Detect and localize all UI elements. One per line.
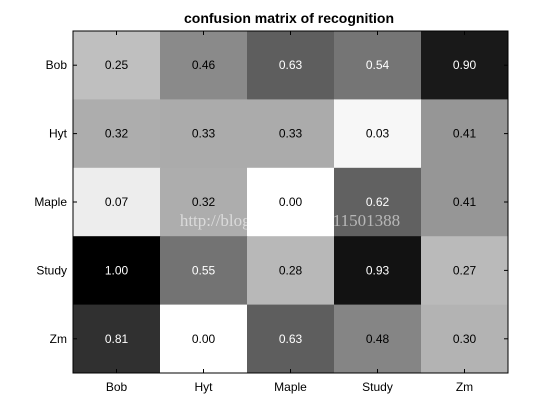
- cell-value-label: 0.33: [192, 127, 216, 141]
- y-axis-ticks: [73, 64, 508, 340]
- cell-value-label: 0.27: [453, 263, 477, 277]
- heatmap-cell: [73, 304, 161, 374]
- heatmap-cell: [160, 304, 248, 374]
- y-axis-tick-labels: Bob Hyt Maple Study Zm: [34, 58, 67, 346]
- cell-value-label: 0.25: [105, 58, 129, 72]
- cell-value-label: 0.07: [105, 195, 129, 209]
- cell-value-label: 0.00: [279, 195, 303, 209]
- cell-value-label: 0.48: [366, 332, 390, 346]
- cell-value-label: 0.32: [192, 195, 216, 209]
- cell-value-label: 0.46: [192, 58, 216, 72]
- heatmap-cell: [334, 304, 422, 374]
- heatmap-cell: [334, 31, 422, 100]
- y-tick-label: Study: [36, 263, 67, 277]
- x-tick-label: Study: [362, 380, 393, 394]
- y-tick-label: Zm: [50, 332, 67, 346]
- chart-title: confusion matrix of recognition: [184, 10, 394, 26]
- cell-value-label: 0.55: [192, 263, 216, 277]
- heatmap-cell-labels: 0.25 0.46 0.63 0.54 0.90 0.32 0.33 0.33 0.03 0.41…: [105, 58, 477, 346]
- cell-value-label: 0.81: [105, 332, 129, 346]
- watermark-text: http://blog.csdn.net/u011501388: [180, 211, 400, 230]
- x-tick-label: Hyt: [195, 380, 214, 394]
- heatmap-cell: [73, 31, 161, 100]
- heatmap-cell: [160, 167, 248, 237]
- heatmap-cell: [247, 304, 335, 374]
- heatmap-cell: [247, 236, 335, 306]
- heatmap-cell: [247, 167, 335, 237]
- cell-value-label: 0.90: [453, 58, 477, 72]
- heatmap-cell: [421, 167, 509, 237]
- cell-value-label: 0.00: [192, 332, 216, 346]
- y-tick-label: Maple: [34, 195, 67, 209]
- y-tick-label: Bob: [46, 58, 68, 72]
- cell-value-label: 0.54: [366, 58, 390, 72]
- heatmap-cell: [421, 304, 509, 374]
- cell-value-label: 0.30: [453, 332, 477, 346]
- cell-value-label: 0.63: [279, 58, 303, 72]
- heatmap-cell: [73, 99, 161, 169]
- cell-value-label: 0.33: [279, 127, 303, 141]
- heatmap-cell: [160, 31, 248, 100]
- heatmap-cell: [247, 99, 335, 169]
- heatmap-cell: [421, 31, 509, 100]
- cell-value-label: 0.41: [453, 127, 477, 141]
- cell-value-label: 0.28: [279, 263, 303, 277]
- cell-value-label: 0.41: [453, 195, 477, 209]
- cell-value-label: 0.93: [366, 263, 390, 277]
- x-axis-tick-labels: Bob Hyt Maple Study Zm: [106, 380, 473, 394]
- cell-value-label: 0.62: [366, 195, 390, 209]
- heatmap-cell: [73, 167, 161, 237]
- heatmap-cell: [334, 167, 422, 237]
- heatmap-cell: [421, 99, 509, 169]
- heatmap-cell: [421, 236, 509, 306]
- heatmap-cells: [73, 31, 509, 374]
- heatmap-cell: [160, 99, 248, 169]
- cell-value-label: 0.03: [366, 127, 390, 141]
- cell-value-label: 0.63: [279, 332, 303, 346]
- x-axis-ticks: [116, 31, 465, 373]
- cell-value-label: 0.32: [105, 127, 129, 141]
- x-tick-label: Maple: [274, 380, 307, 394]
- heatmap-cell: [334, 99, 422, 169]
- plot-area-frame: [72, 30, 509, 374]
- heatmap-cell: [160, 236, 248, 306]
- x-tick-label: Bob: [106, 380, 128, 394]
- heatmap-cell: [73, 236, 161, 306]
- heatmap-cell: [247, 31, 335, 100]
- cell-value-label: 1.00: [105, 263, 129, 277]
- y-tick-label: Hyt: [49, 127, 68, 141]
- x-tick-label: Zm: [456, 380, 473, 394]
- heatmap-cell: [334, 236, 422, 306]
